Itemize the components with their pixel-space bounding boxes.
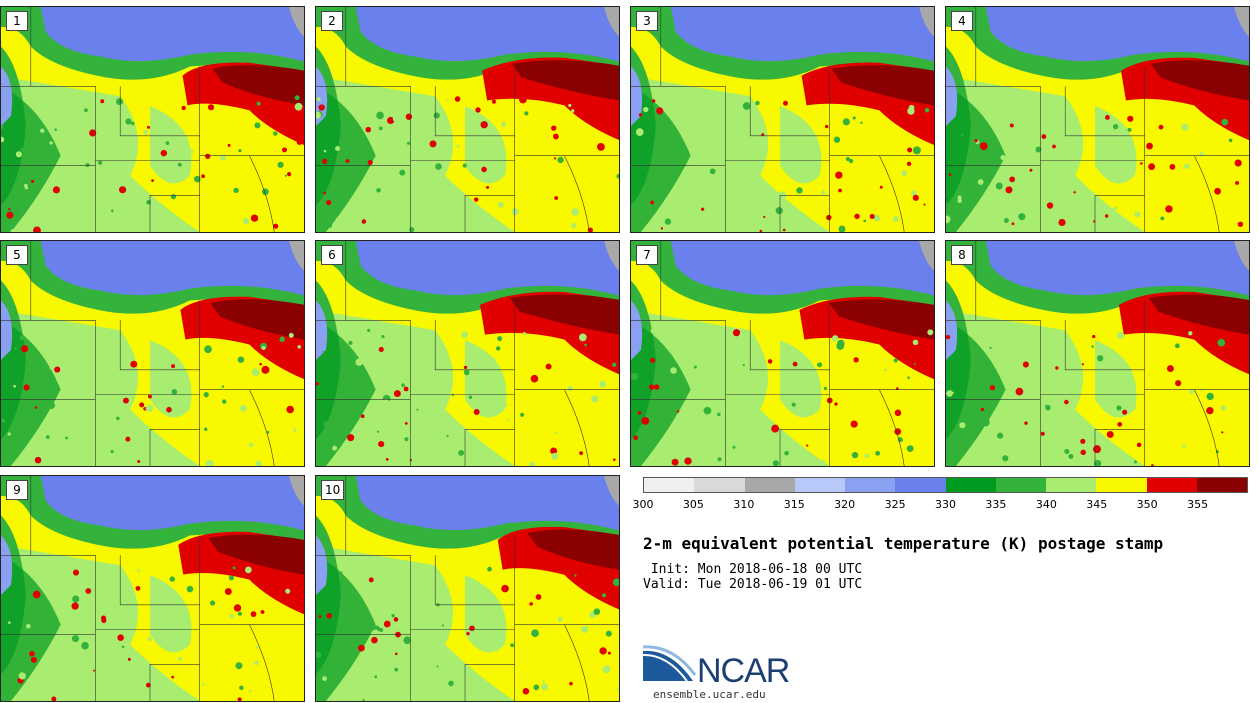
init-time: Init: Mon 2018-06-18 00 UTC — [643, 562, 863, 577]
colorbar-segment — [1096, 478, 1147, 492]
colorbar-tick-label: 325 — [884, 498, 906, 511]
member-label: 7 — [636, 245, 658, 265]
theta-e-field — [316, 476, 619, 701]
colorbar-tick-label: 335 — [985, 498, 1007, 511]
ensemble-member-panel: 10 — [315, 475, 620, 702]
colorbar-segment — [1146, 478, 1197, 492]
member-label: 10 — [321, 480, 345, 500]
theta-e-field — [1, 7, 304, 232]
theta-e-field — [1, 241, 304, 466]
member-label: 6 — [321, 245, 343, 265]
member-label: 3 — [636, 11, 658, 31]
colorbar-segment — [1196, 478, 1247, 492]
theta-e-field — [631, 241, 934, 466]
member-label: 1 — [6, 11, 28, 31]
theta-e-field — [316, 7, 619, 232]
colorbar-tick-label: 355 — [1187, 498, 1209, 511]
colorbar-segment — [845, 478, 896, 492]
colorbar-tick-label: 340 — [1035, 498, 1057, 511]
colorbar-segment — [1046, 478, 1097, 492]
ensemble-member-panel: 7 — [630, 240, 935, 467]
member-label: 4 — [951, 11, 973, 31]
member-label: 9 — [6, 480, 28, 500]
ensemble-member-panel: 3 — [630, 6, 935, 233]
colorbar — [643, 477, 1248, 493]
colorbar-segment — [644, 478, 695, 492]
theta-e-field — [946, 241, 1249, 466]
colorbar-tick-label: 300 — [632, 498, 654, 511]
colorbar-segment — [895, 478, 946, 492]
theta-e-field — [631, 7, 934, 232]
colorbar-segment — [694, 478, 745, 492]
colorbar-tick-label: 330 — [935, 498, 956, 511]
theta-e-field — [946, 7, 1249, 232]
colorbar-tick-label: 315 — [783, 498, 805, 511]
map-title: 2-m equivalent potential temperature (K)… — [643, 534, 1164, 553]
colorbar-tick-label: 350 — [1136, 498, 1158, 511]
ensemble-member-panel: 9 — [0, 475, 305, 702]
colorbar-segment — [995, 478, 1046, 492]
member-label: 8 — [951, 245, 973, 265]
member-label: 2 — [321, 11, 343, 31]
logo-name: NCAR — [697, 652, 790, 690]
ensemble-member-panel: 5 — [0, 240, 305, 467]
ensemble-member-panel: 6 — [315, 240, 620, 467]
colorbar-tick-label: 320 — [834, 498, 856, 511]
logo-url: ensemble.ucar.edu — [653, 688, 766, 701]
member-label: 5 — [6, 245, 28, 265]
colorbar-segment — [744, 478, 795, 492]
colorbar-tick-label: 305 — [682, 498, 704, 511]
ensemble-member-panel: 8 — [945, 240, 1250, 467]
ensemble-member-panel: 1 — [0, 6, 305, 233]
colorbar-ticks: 300 305 310 315 320 325 330 335 340 345 350 355 — [633, 498, 1248, 512]
ncar-logo-icon — [643, 645, 697, 682]
colorbar-tick-label: 310 — [733, 498, 755, 511]
colorbar-segment — [945, 478, 996, 492]
ensemble-member-panel: 4 — [945, 6, 1250, 233]
colorbar-tick-label: 345 — [1086, 498, 1108, 511]
valid-time: Valid: Tue 2018-06-19 01 UTC — [643, 577, 863, 592]
ensemble-member-panel: 2 — [315, 6, 620, 233]
theta-e-field — [1, 476, 304, 701]
theta-e-field — [316, 241, 619, 466]
colorbar-segment — [794, 478, 845, 492]
